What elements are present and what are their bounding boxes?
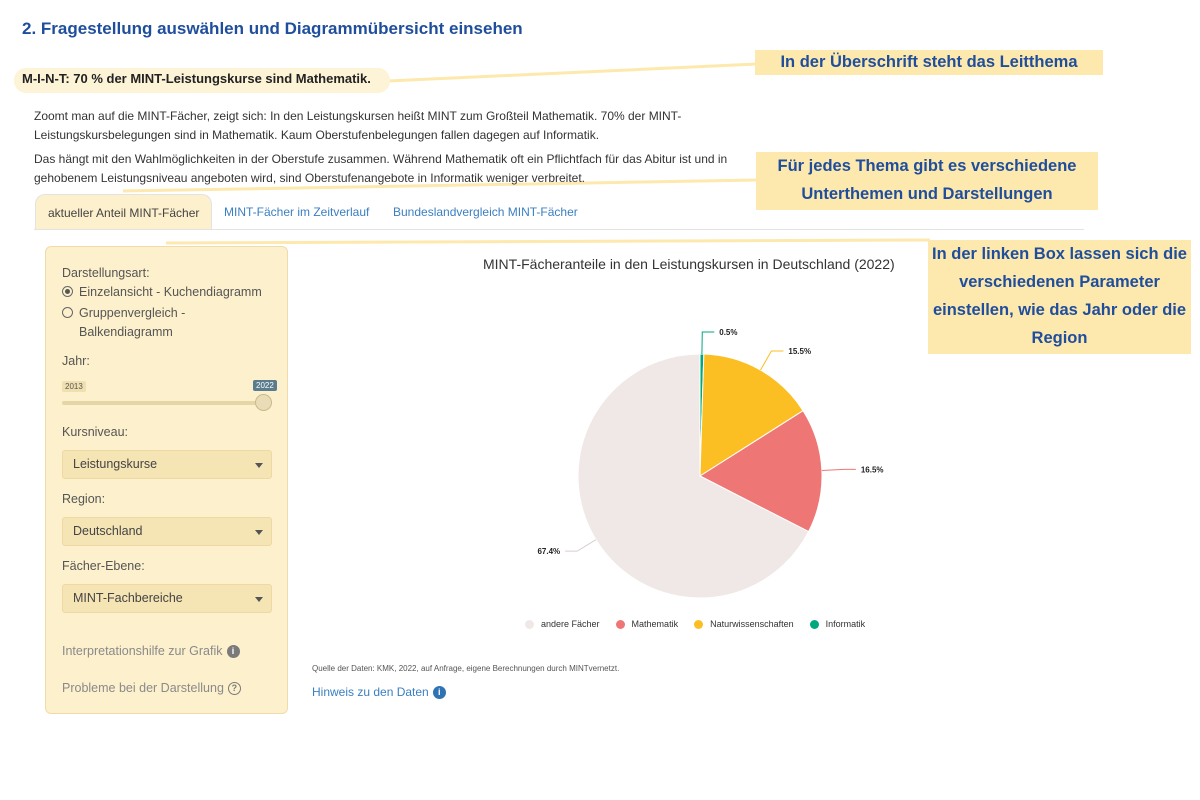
interpretation-help-label: Interpretationshilfe zur Grafik: [62, 644, 223, 658]
region-select[interactable]: Deutschland: [62, 517, 272, 546]
pie-data-label: 16.5%: [861, 465, 884, 474]
display-type-label: Darstellungsart:: [62, 266, 150, 280]
data-hint-link[interactable]: Hinweis zu den Daten i: [312, 685, 446, 699]
pie-leader-line: [821, 468, 856, 471]
legend-marker: [525, 619, 534, 629]
pie-leader-line: [565, 539, 597, 552]
legend-marker: [694, 619, 704, 629]
tabs-divider: [34, 229, 1084, 230]
callout-unterthemen: Für jedes Thema gibt es verschiedene Unt…: [756, 152, 1098, 210]
topic-banner: [14, 68, 390, 93]
page-heading: 2. Fragestellung auswählen und Diagrammü…: [22, 19, 523, 38]
legend-item-informatik[interactable]: Informatik: [809, 619, 866, 629]
year-slider-handle[interactable]: [255, 394, 272, 411]
pie-data-label: 67.4%: [537, 547, 560, 556]
connector-line-1: [387, 62, 758, 83]
chart-legend: andere Fächer Mathematik Naturwissenscha…: [525, 619, 881, 629]
pie-leader-line: [760, 350, 784, 371]
pie-slice-mathematik[interactable]: [698, 410, 823, 533]
radio-checked-icon[interactable]: [62, 286, 73, 297]
year-slider-track[interactable]: [62, 401, 272, 405]
region-value: Deutschland: [73, 524, 143, 538]
legend-marker: [615, 619, 625, 629]
connector-line-3: [165, 238, 931, 245]
course-level-label: Kursniveau:: [62, 425, 129, 439]
course-level-value: Leistungskurse: [73, 457, 158, 471]
chevron-down-icon: [255, 463, 263, 468]
subject-level-value: MINT-Fachbereiche: [73, 591, 183, 605]
pie-slice-andere-fächer[interactable]: [577, 353, 810, 599]
problems-link[interactable]: Probleme bei der Darstellung ?: [62, 681, 241, 695]
subject-level-select[interactable]: MINT-Fachbereiche: [62, 584, 272, 613]
callout-leitthema: In der Überschrift steht das Leitthema: [755, 50, 1103, 75]
radio-unchecked-icon[interactable]: [62, 307, 73, 318]
info-icon: i: [432, 685, 446, 699]
pie-leader-line: [701, 331, 715, 355]
legend-label: Informatik: [825, 619, 866, 629]
legend-label: Mathematik: [631, 619, 679, 629]
legend-marker: [809, 619, 819, 629]
year-slider-value: 2022: [253, 380, 277, 391]
subject-level-label: Fächer-Ebene:: [62, 559, 145, 573]
radio-einzelansicht[interactable]: Einzelansicht - Kuchendiagramm: [62, 283, 262, 302]
tab-aktueller-anteil[interactable]: aktueller Anteil MINT-Fächer: [35, 194, 213, 230]
intro-paragraph-1: Zoomt man auf die MINT-Fächer, zeigt sic…: [34, 109, 682, 142]
topic-title: M-I-N-T: 70 % der MINT-Leistungskurse si…: [22, 71, 371, 86]
radio-gruppenvergleich-label: Gruppenvergleich - Balkendiagramm: [79, 306, 186, 339]
year-slider-min: 2013: [62, 381, 86, 392]
callout-parameter: In der linken Box lassen sich die versch…: [928, 240, 1191, 354]
data-source-note: Quelle der Daten: KMK, 2022, auf Anfrage…: [312, 664, 620, 673]
legend-label: Naturwissenschaften: [710, 619, 794, 629]
pie-slice-naturwissenschaften[interactable]: [699, 353, 804, 477]
chart-title: MINT-Fächeranteile in den Leistungskurse…: [483, 256, 895, 272]
legend-item-andere[interactable]: andere Fächer: [525, 619, 600, 629]
legend-item-mathematik[interactable]: Mathematik: [615, 619, 679, 629]
interpretation-help-link[interactable]: Interpretationshilfe zur Grafik i: [62, 644, 240, 658]
info-icon: i: [226, 644, 240, 658]
data-hint-label: Hinweis zu den Daten: [312, 685, 429, 699]
chevron-down-icon: [255, 597, 263, 602]
problems-label: Probleme bei der Darstellung: [62, 681, 224, 695]
radio-einzelansicht-label: Einzelansicht - Kuchendiagramm: [79, 285, 262, 299]
question-icon: ?: [227, 681, 241, 695]
chevron-down-icon: [255, 530, 263, 535]
tab-zeitverlauf[interactable]: MINT-Fächer im Zeitverlauf: [224, 205, 370, 219]
pie-chart: 0.5% 15.5% 16.5% 67.4%: [537, 328, 884, 599]
radio-gruppenvergleich[interactable]: Gruppenvergleich - Balkendiagramm: [62, 304, 252, 342]
pie-data-label: 15.5%: [788, 347, 811, 356]
legend-label: andere Fächer: [541, 619, 600, 629]
legend-item-naturwissenschaften[interactable]: Naturwissenschaften: [694, 619, 794, 629]
parameter-sidebar: Darstellungsart: Einzelansicht - Kuchend…: [45, 246, 288, 714]
intro-paragraph-2: Das hängt mit den Wahlmöglichkeiten in d…: [34, 152, 728, 185]
region-label: Region:: [62, 492, 106, 506]
pie-data-label: 0.5%: [719, 328, 737, 337]
year-label: Jahr:: [62, 354, 90, 368]
tab-bundeslandvergleich[interactable]: Bundeslandvergleich MINT-Fächer: [393, 205, 578, 219]
course-level-select[interactable]: Leistungskurse: [62, 450, 272, 479]
